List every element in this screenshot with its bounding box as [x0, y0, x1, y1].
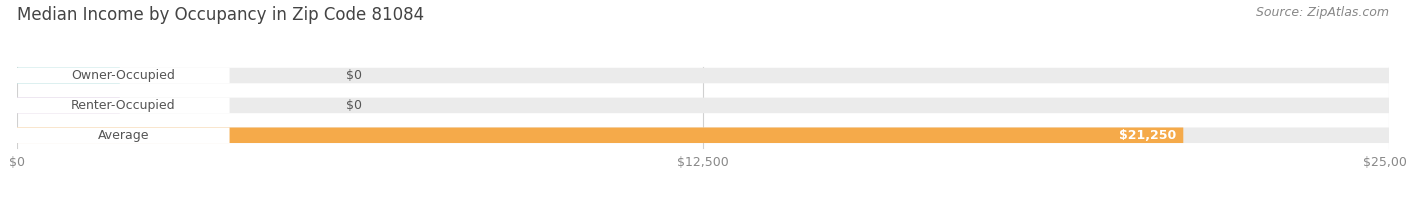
Text: $21,250: $21,250: [1119, 129, 1177, 142]
Text: Owner-Occupied: Owner-Occupied: [72, 69, 176, 82]
Text: Source: ZipAtlas.com: Source: ZipAtlas.com: [1256, 6, 1389, 19]
FancyBboxPatch shape: [17, 68, 120, 83]
Text: Average: Average: [97, 129, 149, 142]
FancyBboxPatch shape: [17, 127, 1184, 143]
Text: Median Income by Occupancy in Zip Code 81084: Median Income by Occupancy in Zip Code 8…: [17, 6, 425, 24]
FancyBboxPatch shape: [17, 127, 1389, 143]
Text: Renter-Occupied: Renter-Occupied: [70, 99, 176, 112]
FancyBboxPatch shape: [17, 68, 1389, 83]
Text: $0: $0: [346, 69, 363, 82]
FancyBboxPatch shape: [17, 68, 229, 83]
FancyBboxPatch shape: [17, 98, 1389, 113]
Text: $0: $0: [346, 99, 363, 112]
FancyBboxPatch shape: [17, 127, 229, 143]
FancyBboxPatch shape: [17, 98, 120, 113]
FancyBboxPatch shape: [17, 98, 229, 113]
